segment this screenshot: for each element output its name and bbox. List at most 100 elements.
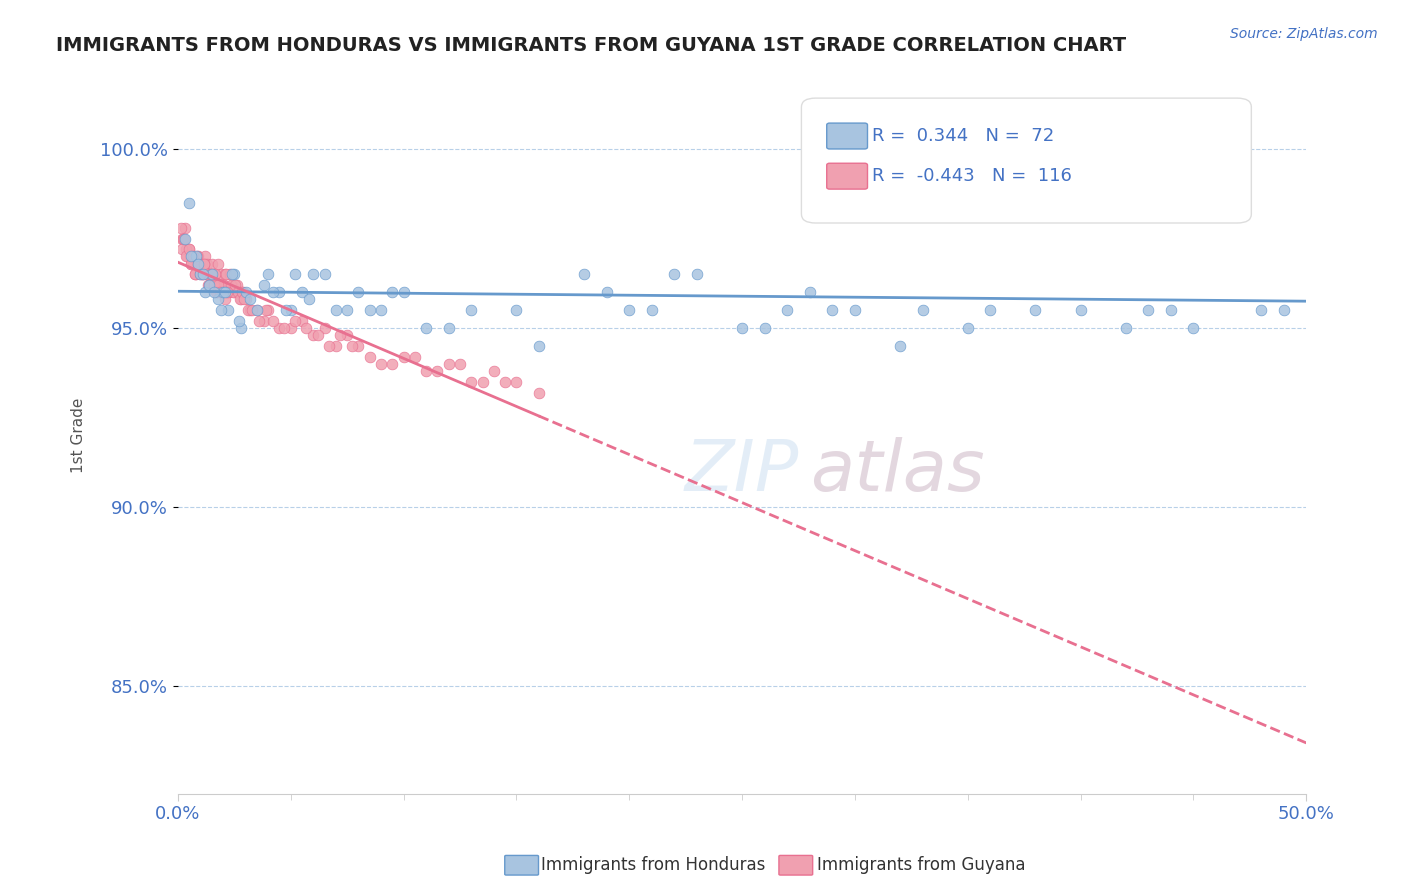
Point xyxy=(572,268,595,282)
Point xyxy=(233,293,256,307)
Point xyxy=(180,257,202,271)
Point xyxy=(181,257,204,271)
Point xyxy=(359,350,381,364)
Point xyxy=(415,364,437,378)
Point xyxy=(181,250,204,264)
Point xyxy=(179,250,201,264)
Point xyxy=(404,350,426,364)
Point xyxy=(198,268,221,282)
Point xyxy=(844,303,866,318)
Point xyxy=(314,321,336,335)
Point xyxy=(198,278,221,293)
Point xyxy=(276,303,298,318)
Point xyxy=(212,278,235,293)
Point xyxy=(218,285,240,300)
Point xyxy=(754,321,776,335)
Point xyxy=(460,375,482,389)
Point xyxy=(193,257,215,271)
Text: R =  -0.443   N =  116: R = -0.443 N = 116 xyxy=(872,167,1071,185)
Point xyxy=(257,268,280,282)
Point xyxy=(221,278,243,293)
Point xyxy=(184,250,207,264)
Point xyxy=(449,357,471,371)
Point xyxy=(821,303,844,318)
Point xyxy=(302,328,325,343)
Point xyxy=(209,268,232,282)
Point xyxy=(280,321,302,335)
Point xyxy=(347,285,370,300)
Point xyxy=(437,357,460,371)
Point xyxy=(247,314,270,328)
Point xyxy=(207,293,229,307)
Point xyxy=(177,243,200,257)
Point xyxy=(231,285,253,300)
Point xyxy=(228,285,250,300)
Point xyxy=(284,314,307,328)
Point xyxy=(302,268,325,282)
Point xyxy=(209,285,232,300)
Point xyxy=(191,268,214,282)
Point xyxy=(218,268,240,282)
Point xyxy=(415,321,437,335)
Point xyxy=(686,268,709,282)
Point xyxy=(225,278,247,293)
Point xyxy=(1205,160,1227,174)
Point xyxy=(664,268,686,282)
Point xyxy=(226,285,249,300)
Point xyxy=(191,268,214,282)
Point xyxy=(979,303,1001,318)
Point xyxy=(273,321,295,335)
Point xyxy=(239,303,262,318)
Point xyxy=(173,220,195,235)
Point xyxy=(240,303,263,318)
Text: R =  0.344   N =  72: R = 0.344 N = 72 xyxy=(872,127,1054,145)
Point xyxy=(180,250,202,264)
Point xyxy=(1160,303,1182,318)
Point xyxy=(340,339,363,353)
Point xyxy=(202,278,225,293)
Point xyxy=(889,339,911,353)
Point xyxy=(194,250,217,264)
Point xyxy=(205,278,228,293)
Point xyxy=(183,250,205,264)
Point xyxy=(208,278,231,293)
Point xyxy=(1182,321,1205,335)
Point xyxy=(195,257,218,271)
Point xyxy=(956,321,979,335)
Point xyxy=(262,314,284,328)
Point xyxy=(471,375,494,389)
Point xyxy=(1070,303,1092,318)
Point xyxy=(202,285,225,300)
Point xyxy=(235,293,257,307)
Point xyxy=(252,278,274,293)
Point xyxy=(776,303,799,318)
Point xyxy=(731,321,754,335)
Point xyxy=(209,303,232,318)
Point xyxy=(1115,321,1137,335)
Point xyxy=(494,375,516,389)
Point xyxy=(228,314,250,328)
Point xyxy=(280,303,302,318)
Point xyxy=(214,285,236,300)
Point xyxy=(201,268,224,282)
Point xyxy=(194,285,217,300)
Point xyxy=(229,321,252,335)
Point xyxy=(370,303,392,318)
Point xyxy=(505,303,527,318)
Point xyxy=(186,250,208,264)
Point xyxy=(307,328,329,343)
Point xyxy=(212,285,235,300)
Point xyxy=(170,220,193,235)
Text: IMMIGRANTS FROM HONDURAS VS IMMIGRANTS FROM GUYANA 1ST GRADE CORRELATION CHART: IMMIGRANTS FROM HONDURAS VS IMMIGRANTS F… xyxy=(56,36,1126,54)
Point xyxy=(381,285,404,300)
Point xyxy=(188,257,211,271)
Point xyxy=(188,268,211,282)
Point xyxy=(190,257,212,271)
Point xyxy=(1137,303,1160,318)
Point xyxy=(229,293,252,307)
Point xyxy=(219,278,242,293)
Point xyxy=(187,257,209,271)
Point xyxy=(269,321,291,335)
Text: Immigrants from Guyana: Immigrants from Guyana xyxy=(817,856,1025,874)
Point xyxy=(184,268,207,282)
